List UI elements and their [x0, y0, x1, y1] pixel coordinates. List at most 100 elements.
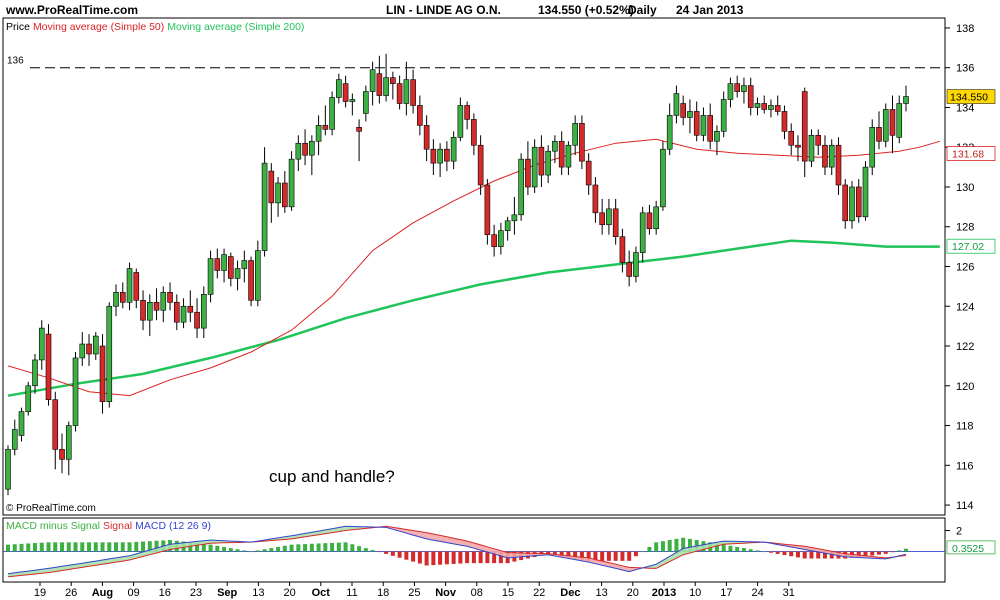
candle: [302, 129, 308, 166]
candle: [234, 260, 241, 291]
x-tick-label: 18: [377, 587, 389, 599]
x-tick-label: Dec: [560, 587, 580, 599]
x-tick-label: 13: [252, 587, 264, 599]
candle-body: [423, 125, 430, 150]
macd-histogram-bar: [755, 550, 760, 552]
candle: [207, 250, 214, 303]
x-tick-label: 17: [720, 587, 732, 599]
macd-fill-segment: [676, 548, 684, 559]
candle: [52, 391, 59, 470]
chart-header: www.ProRealTime.com LIN - LINDE AG O.N. …: [0, 0, 1000, 18]
candle: [5, 445, 11, 496]
candle: [275, 177, 281, 217]
candle-body: [255, 250, 261, 301]
macd-histogram-bar: [201, 543, 206, 552]
macd-line: [7, 525, 907, 575]
macd-histogram-bar: [255, 550, 260, 552]
macd-histogram-bar: [897, 550, 902, 552]
candle: [92, 332, 99, 360]
x-tick-label: 19: [34, 587, 46, 599]
candle: [795, 135, 801, 162]
candle-body: [207, 258, 214, 295]
macd-fill-segment: [521, 552, 528, 557]
macd-histogram-bar: [336, 542, 341, 552]
candle-body: [558, 140, 565, 168]
macd-histogram-bar: [876, 551, 881, 555]
candle-body: [363, 91, 369, 114]
x-tick-label: 25: [408, 587, 420, 599]
candle-body: [822, 144, 828, 168]
date-axis: 19 26 Aug 09 16 23 Sep 13 20 Oct 11 18 25 Nov 08 15 22 De…: [34, 582, 795, 599]
candle-body: [727, 83, 734, 100]
candle-body: [579, 123, 585, 162]
candle: [390, 71, 396, 100]
x-tick-label: 08: [471, 587, 483, 599]
candle: [32, 353, 38, 394]
macd-value-label: 0.3525: [952, 543, 984, 555]
candle-body: [32, 359, 38, 387]
candle: [558, 131, 565, 176]
macd-legend-histogram: MACD minus Signal: [6, 520, 100, 532]
price-panel-frame: [2, 17, 946, 516]
macd-fill-segment: [683, 547, 690, 555]
y-tick-label: 126: [956, 262, 974, 274]
candle-body: [882, 109, 889, 142]
macd-legend-macd: MACD (12 26 9): [135, 520, 211, 532]
candle: [734, 75, 741, 98]
macd-histogram-bar: [789, 551, 794, 557]
candle-body: [835, 144, 842, 186]
candle: [896, 95, 903, 144]
candle: [133, 268, 140, 309]
candle-body: [666, 115, 673, 150]
candle-body: [585, 160, 592, 186]
candle-body: [700, 115, 707, 136]
candle-body: [214, 258, 221, 271]
candle: [187, 290, 194, 323]
macd-fill-segment: [406, 529, 414, 536]
macd-histogram-bar: [822, 551, 827, 559]
legend-ma200: Moving average (Simple 200): [167, 21, 304, 33]
candle-body: [5, 449, 11, 490]
macd-histogram-bar: [627, 551, 632, 561]
candle-body: [491, 234, 497, 247]
candle-body: [754, 103, 761, 108]
candle-body: [11, 429, 18, 450]
candle-body: [849, 186, 855, 222]
macd-histogram-bar: [269, 548, 274, 552]
candle: [315, 115, 322, 156]
x-tick-label: 2013: [652, 587, 676, 599]
candle-body: [160, 292, 167, 311]
site-name[interactable]: www.ProRealTime.com: [6, 3, 139, 17]
candle-body: [356, 127, 362, 132]
macd-histogram-bar: [438, 551, 443, 565]
x-tick-label: 23: [190, 587, 202, 599]
macd-histogram-bar: [768, 551, 773, 553]
ma50-value-label: 131.68: [952, 149, 984, 161]
candle: [599, 198, 605, 235]
candle-body: [248, 260, 254, 301]
candle: [579, 115, 585, 170]
ma200-line: [7, 239, 940, 397]
candle: [72, 351, 79, 432]
macd-histogram-bar: [458, 551, 463, 564]
candle: [585, 153, 592, 195]
candle-body: [444, 148, 450, 162]
macd-histogram-bar: [330, 542, 335, 552]
macd-fill-segment: [649, 564, 657, 569]
y-tick-label: 128: [956, 222, 974, 234]
candle-body: [720, 99, 727, 132]
candle-body: [693, 111, 700, 136]
candle: [336, 73, 342, 104]
macd-histogram-bar: [296, 544, 301, 552]
candle: [592, 177, 599, 223]
candle-body: [268, 170, 275, 204]
macd-histogram-bar: [262, 549, 267, 552]
macd-histogram-bar: [289, 544, 294, 552]
candle-body: [842, 184, 849, 222]
candle: [444, 141, 450, 172]
candle: [180, 298, 187, 329]
candle-body: [113, 292, 119, 307]
candle-body: [808, 134, 815, 162]
candle: [194, 298, 200, 339]
macd-fill-segment: [170, 543, 177, 550]
